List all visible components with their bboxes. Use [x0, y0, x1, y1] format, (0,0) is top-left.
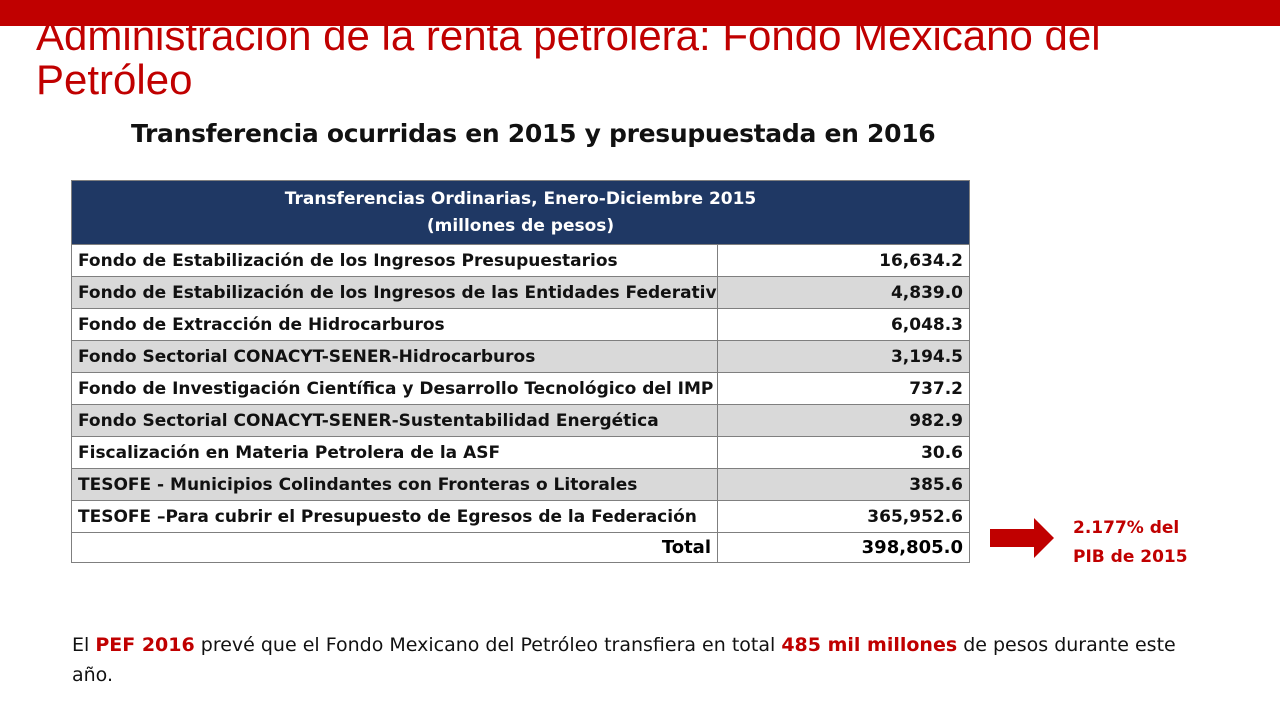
row-label: Fondo Sectorial CONACYT-SENER-Hidrocarbu… — [71, 340, 718, 373]
pib-note-line2: PIB de 2015 — [1073, 547, 1188, 567]
row-label: TESOFE - Municipios Colindantes con Fron… — [71, 468, 718, 501]
total-label: Total — [71, 532, 718, 563]
row-value: 6,048.3 — [716, 308, 971, 341]
bottom-text-part1: El — [72, 634, 96, 656]
transfers-table: Transferencias Ordinarias, Enero-Diciemb… — [70, 180, 971, 563]
row-label: Fiscalización en Materia Petrolera de la… — [71, 436, 718, 469]
right-arrow-icon — [990, 518, 1054, 558]
table-row: Fondo Sectorial CONACYT-SENER-Hidrocarbu… — [71, 340, 971, 373]
table-row: Fondo de Estabilización de los Ingresos … — [71, 244, 971, 277]
table-row: Fondo Sectorial CONACYT-SENER-Sustentabi… — [71, 404, 971, 437]
table-row: TESOFE - Municipios Colindantes con Fron… — [71, 468, 971, 501]
row-value: 737.2 — [716, 372, 971, 405]
table-row: Fondo de Extracción de Hidrocarburos 6,0… — [71, 308, 971, 341]
pef-highlight: PEF 2016 — [95, 634, 195, 656]
table-row: Fondo de Estabilización de los Ingresos … — [71, 276, 971, 309]
row-value: 385.6 — [716, 468, 971, 501]
row-label: Fondo de Estabilización de los Ingresos … — [71, 244, 718, 277]
pib-note-line1: 2.177% del — [1073, 518, 1180, 538]
row-value: 4,839.0 — [716, 276, 971, 309]
row-label: Fondo de Investigación Científica y Desa… — [71, 372, 718, 405]
slide-title: Administración de la renta petrolera: Fo… — [36, 12, 1101, 103]
bottom-text-part2: prevé que el Fondo Mexicano del Petróleo… — [194, 634, 782, 656]
total-value: 398,805.0 — [716, 532, 971, 563]
table-row: TESOFE –Para cubrir el Presupuesto de Eg… — [71, 500, 971, 533]
table-row: Fiscalización en Materia Petrolera de la… — [71, 436, 971, 469]
table-header-title: Transferencias Ordinarias, Enero-Diciemb… — [284, 188, 757, 209]
slide-subtitle: Transferencia ocurridas en 2015 y presup… — [131, 119, 936, 148]
amount-highlight: 485 mil millones — [781, 634, 958, 656]
row-value: 365,952.6 — [716, 500, 971, 533]
bottom-text-part3: de pesos durante este año. — [72, 634, 1176, 686]
row-value: 3,194.5 — [716, 340, 971, 373]
top-accent-bar — [0, 0, 1280, 26]
table-header-units: (millones de pesos) — [426, 215, 615, 236]
row-label: Fondo Sectorial CONACYT-SENER-Sustentabi… — [71, 404, 718, 437]
row-label: Fondo de Extracción de Hidrocarburos — [71, 308, 718, 341]
pib-note: 2.177% del PIB de 2015 — [1073, 514, 1213, 572]
bottom-paragraph: El PEF 2016 prevé que el Fondo Mexicano … — [72, 630, 1192, 690]
table-total-row: Total 398,805.0 — [71, 532, 971, 563]
table-header: Transferencias Ordinarias, Enero-Diciemb… — [70, 180, 971, 245]
row-label: Fondo de Estabilización de los Ingresos … — [71, 276, 718, 309]
table-row: Fondo de Investigación Científica y Desa… — [71, 372, 971, 405]
row-value: 16,634.2 — [716, 244, 971, 277]
row-value: 982.9 — [716, 404, 971, 437]
row-label: TESOFE –Para cubrir el Presupuesto de Eg… — [71, 500, 718, 533]
row-value: 30.6 — [716, 436, 971, 469]
